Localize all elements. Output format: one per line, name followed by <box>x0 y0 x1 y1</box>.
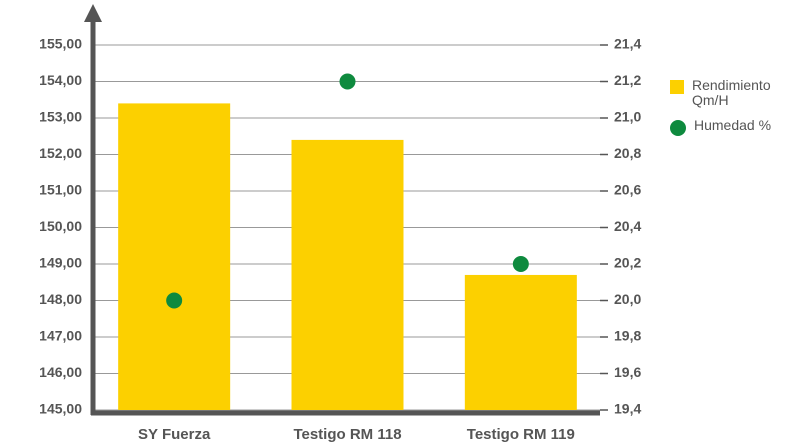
y2-tick-label: 20,8 <box>614 145 641 161</box>
y2-tick-label: 21,0 <box>614 109 641 125</box>
y2-tick-label: 20,4 <box>614 218 641 234</box>
bar <box>464 274 577 410</box>
y-tick-label: 149,00 <box>39 255 82 271</box>
x-tick-label: Testigo RM 119 <box>467 426 575 443</box>
y2-tick-label: 21,2 <box>614 72 641 88</box>
legend-item: Rendimiento Qm/H <box>670 78 805 108</box>
legend-swatch <box>670 120 686 136</box>
y2-tick-label: 19,6 <box>614 364 641 380</box>
y2-tick-label: 20,2 <box>614 255 641 271</box>
y-tick-label: 153,00 <box>39 109 82 125</box>
legend-label: Humedad % <box>694 117 772 133</box>
y2-tick-label: 19,8 <box>614 328 641 344</box>
legend-item: Humedad % <box>670 118 805 136</box>
point <box>512 256 529 272</box>
legend: Rendimiento Qm/H Humedad % <box>670 78 805 146</box>
y2-tick-label: 21,4 <box>614 36 641 52</box>
point <box>166 292 183 309</box>
x-tick-label: Testigo RM 118 <box>293 426 401 443</box>
y2-tick-label: 20,6 <box>614 182 641 198</box>
point <box>339 73 356 90</box>
legend-label: Rendimiento Qm/H <box>692 77 771 108</box>
y-tick-label: 155,00 <box>39 36 82 52</box>
legend-swatch <box>670 80 684 94</box>
y-tick-label: 154,00 <box>39 72 82 88</box>
bar <box>118 103 231 411</box>
y-tick-label: 147,00 <box>39 328 82 344</box>
y-axis-arrow <box>84 4 102 22</box>
y2-tick-label: 19,4 <box>614 401 641 417</box>
y-tick-label: 150,00 <box>39 218 82 234</box>
y-tick-label: 145,00 <box>39 401 82 417</box>
y-tick-label: 152,00 <box>39 145 82 161</box>
y-tick-label: 151,00 <box>39 182 82 198</box>
y-tick-label: 146,00 <box>39 364 82 380</box>
y2-tick-label: 20,0 <box>614 291 641 307</box>
y-tick-label: 148,00 <box>39 291 82 307</box>
x-tick-label: SY Fuerza <box>138 426 211 443</box>
bar <box>291 139 404 410</box>
